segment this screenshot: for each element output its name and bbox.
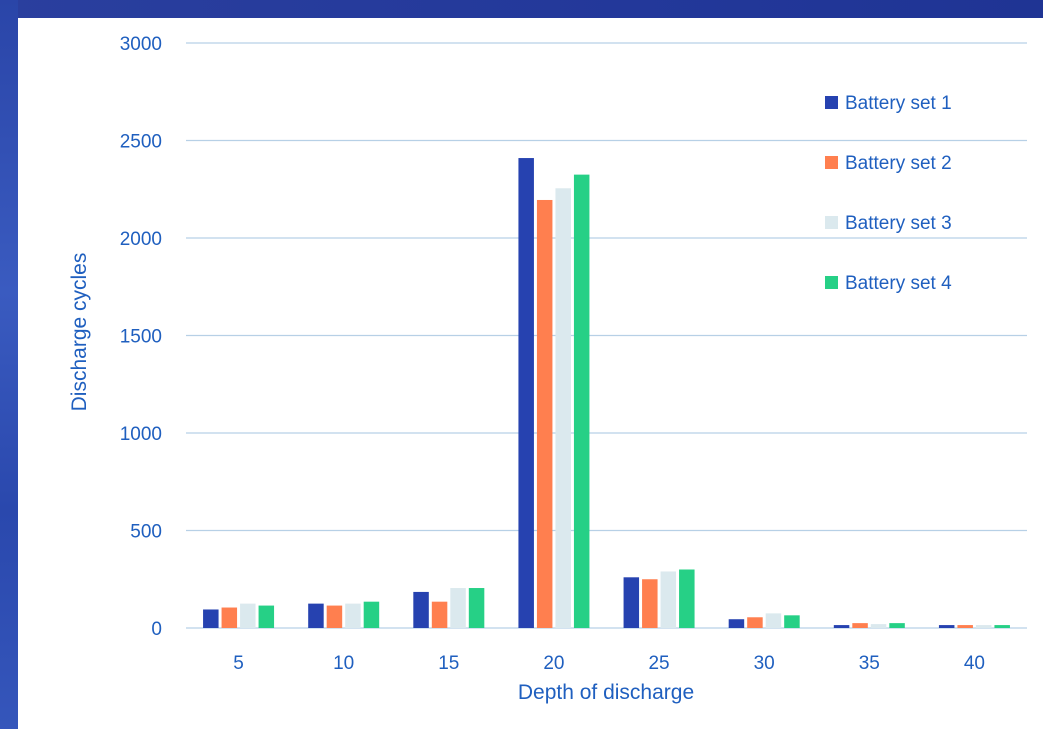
y-axis-label: Discharge cycles: [68, 253, 91, 412]
bar-battery-set-2-25: [642, 579, 658, 628]
y-tick-label: 2000: [120, 229, 162, 250]
y-tick-label: 0: [151, 619, 162, 640]
legend-label: Battery set 4: [845, 273, 952, 294]
bar-battery-set-4-5: [258, 605, 275, 628]
y-axis-ticks: 0 500 1000 1500 2000 2500 3000: [120, 34, 162, 640]
x-tick-label: 35: [859, 653, 880, 674]
bar-battery-set-4-10: [363, 601, 380, 628]
bar-battery-set-2-20: [536, 199, 553, 628]
bar-battery-set-4-35: [889, 623, 905, 628]
bar-battery-set-3-25: [660, 571, 677, 628]
bar-battery-set-4-20: [573, 174, 590, 628]
bar-battery-set-2-10: [326, 605, 343, 628]
y-tick-label: 2500: [120, 132, 162, 153]
legend: Battery set 1 Battery set 2 Battery set 3 B…: [825, 93, 952, 294]
legend-swatch: [825, 276, 838, 289]
bar-battery-set-1-40: [938, 625, 955, 628]
bar-battery-set-1-30: [728, 619, 745, 628]
bar-battery-set-1-35: [833, 625, 850, 628]
bar-battery-set-1-5: [203, 609, 219, 628]
legend-label: Battery set 2: [845, 153, 952, 174]
bar-battery-set-1-20: [518, 158, 534, 629]
y-tick-label: 1500: [120, 327, 162, 348]
x-tick-label: 15: [438, 653, 459, 674]
y-tick-label: 3000: [120, 34, 162, 55]
legend-swatch: [825, 156, 838, 169]
bar-battery-set-2-15: [431, 601, 448, 628]
legend-swatch: [825, 96, 838, 109]
frame-left-border: [0, 0, 18, 729]
x-tick-label: 20: [543, 653, 564, 674]
bar-battery-set-1-25: [623, 577, 640, 628]
x-tick-label: 10: [333, 653, 354, 674]
x-axis-label: Depth of discharge: [518, 681, 694, 704]
bar-battery-set-2-40: [957, 625, 973, 628]
y-tick-label: 500: [130, 522, 162, 543]
x-tick-label: 25: [648, 653, 669, 674]
bar-battery-set-4-30: [784, 615, 800, 628]
bar-battery-set-4-40: [994, 625, 1010, 628]
bar-battery-set-4-25: [679, 569, 695, 628]
bar-battery-set-3-40: [975, 625, 992, 628]
x-tick-label: 30: [754, 653, 775, 674]
bar-battery-set-3-5: [240, 603, 256, 628]
x-tick-label: 5: [233, 653, 244, 674]
bar-battery-set-1-10: [308, 603, 324, 628]
bar-battery-set-2-30: [747, 617, 763, 628]
bar-battery-set-3-35: [870, 624, 887, 628]
bar-battery-set-2-35: [852, 623, 868, 628]
bar-battery-set-3-15: [450, 588, 466, 628]
bar-battery-set-1-15: [413, 591, 429, 628]
bar-battery-set-3-10: [345, 603, 361, 628]
legend-label: Battery set 3: [845, 213, 952, 234]
y-tick-label: 1000: [120, 424, 162, 445]
frame-top-border: [0, 0, 1043, 18]
x-tick-label: 40: [964, 653, 985, 674]
legend-label: Battery set 1: [845, 93, 952, 114]
bar-battery-set-3-30: [765, 613, 782, 628]
bar-battery-set-4-15: [468, 588, 485, 628]
gridlines: [186, 42, 1027, 629]
bar-battery-set-3-20: [555, 188, 571, 628]
legend-swatch: [825, 216, 838, 229]
x-axis-ticks: 5 10 15 20 25 30 35 40: [233, 653, 985, 674]
bar-battery-set-2-5: [221, 607, 238, 628]
bars: [203, 158, 1010, 629]
